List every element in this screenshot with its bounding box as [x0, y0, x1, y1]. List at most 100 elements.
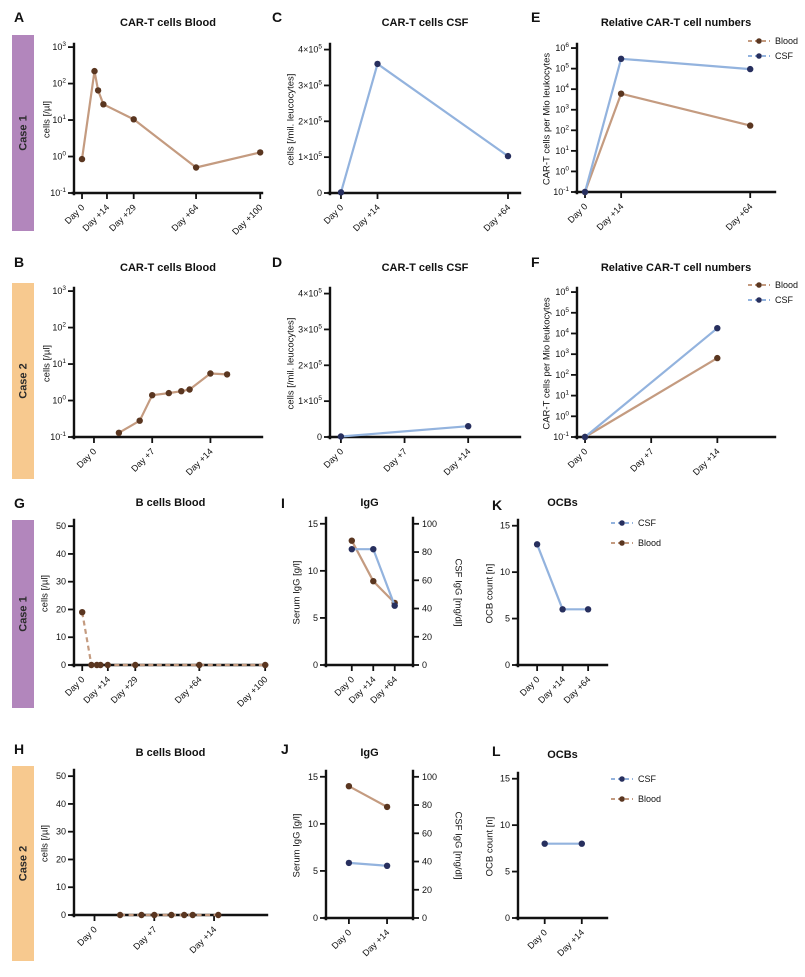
- y-tick-label: 101: [52, 114, 66, 125]
- data-point: [262, 661, 269, 669]
- y-tick-label: 105: [555, 63, 569, 74]
- y-tick-label: 0: [61, 910, 66, 920]
- y-tick-label: 0: [505, 660, 510, 670]
- y-ticks: 50 40 30 20 10 0: [56, 521, 74, 670]
- x-tick-label: Day 0: [75, 446, 99, 470]
- series-blood-points: [78, 67, 264, 171]
- panel-J: J IgG 15 10 5 0 100 80 60 40 20 0 CSF IgG [mg/dl] Day…: [281, 741, 464, 958]
- data-point: [97, 661, 104, 669]
- series-csf-line: [348, 861, 388, 867]
- y-tick-label: 0: [317, 432, 322, 442]
- legend-label: Blood: [775, 280, 798, 290]
- series-blood-line: [81, 612, 266, 667]
- data-point: [136, 417, 143, 424]
- data-point: [559, 606, 566, 613]
- panel-letter: J: [281, 741, 289, 757]
- case-bar-rect: [12, 766, 34, 961]
- x-ticks: Day 0 Day +7 Day +14: [566, 437, 722, 477]
- y-tick-label: 3×105: [298, 323, 322, 334]
- data-point: [79, 609, 86, 616]
- legend-label: Blood: [638, 538, 661, 548]
- y-ticks: 15 10 5 0: [500, 521, 518, 670]
- panel-C: C CAR-T cells CSF4×1053×1052×1051×1050Day…: [272, 9, 522, 233]
- y-tick-label: 5: [505, 614, 510, 624]
- y-tick-label: 4×105: [298, 44, 322, 55]
- y-tick-label: 101: [555, 390, 569, 401]
- x-tick-label: Day 0: [566, 446, 590, 470]
- x-ticks: Day 0 Day +7 Day +14: [75, 437, 215, 477]
- data-point: [178, 388, 185, 395]
- panel-I: I IgG 15 10 5 0 100 80 60 40 20 0 CSF IgG [mg/dl] Day…: [281, 495, 464, 705]
- data-point: [91, 67, 98, 75]
- x-tick-label: Day 0: [322, 202, 346, 226]
- y-tick-label: 10: [500, 567, 510, 577]
- y-tick-label: 105: [555, 307, 569, 318]
- y-tick-label: 2×105: [298, 359, 322, 370]
- x-tick-label: Day +14: [691, 446, 722, 477]
- data-point: [617, 55, 625, 62]
- y-tick-label: 30: [56, 827, 66, 837]
- x-tick-label: Day 0: [63, 674, 87, 698]
- x-tick-label: Day +64: [481, 202, 512, 233]
- case-bar-rect: [12, 520, 34, 708]
- legend-label: CSF: [638, 518, 657, 528]
- y-tick-label: 10-1: [50, 187, 66, 198]
- x-tick-label: Day 0: [566, 201, 590, 225]
- data-point: [88, 661, 95, 669]
- y-axis-label: cells [/mil. leucocytes]: [286, 318, 297, 410]
- data-point: [383, 862, 391, 869]
- data-point: [116, 911, 124, 919]
- x-ticks: Day 0 Day +14: [525, 918, 586, 958]
- data-point: [94, 87, 102, 94]
- y-tick-label: 10-1: [553, 186, 569, 197]
- data-point: [196, 661, 203, 669]
- data-point: [337, 433, 345, 440]
- y-ticks: 15 10 5 0: [308, 519, 326, 670]
- y-tick-label: 101: [555, 145, 569, 156]
- case-bar-label: Case 2: [18, 846, 30, 881]
- series-csf-points: [348, 546, 398, 609]
- x-tick-label: Day +14: [188, 924, 219, 955]
- y-tick-label: 0: [317, 188, 322, 198]
- x-tick-label: Day +14: [555, 927, 586, 958]
- data-point: [584, 606, 592, 613]
- y-axis-label: OCB count [n]: [485, 564, 496, 624]
- y-tick-label: 0: [505, 913, 510, 923]
- data-point: [348, 546, 355, 553]
- panel-L: L OCBs 15 10 5 0 Day 0 Day +14 OCB count [n] CSF B…: [485, 743, 662, 958]
- y-axis-label: cells [/µl]: [40, 825, 51, 862]
- y-tick-label: 106: [555, 286, 569, 297]
- data-point: [714, 325, 721, 332]
- right-y-axis-label: CSF IgG [mg/dl]: [453, 558, 464, 626]
- series-csf-points: [337, 423, 472, 440]
- y-ticks: 15 10 5 0: [500, 774, 518, 923]
- data-point: [215, 911, 222, 919]
- series-csf-points: [345, 859, 391, 869]
- y-tick-label: 40: [56, 549, 66, 559]
- data-point: [747, 122, 754, 129]
- panel-title: CAR-T cells Blood: [120, 17, 216, 29]
- y-tick-label: 103: [52, 41, 66, 52]
- y-ticks: 106 105 104 103 102 101 100 10-1: [553, 42, 577, 197]
- series-blood-points: [116, 911, 222, 919]
- y-tick-label: 106: [555, 42, 569, 53]
- data-point: [189, 911, 196, 919]
- y-axis-label: Serum IgG [g/l]: [292, 814, 303, 878]
- y-tick-label: 40: [56, 799, 66, 809]
- data-point: [345, 783, 353, 790]
- data-point: [149, 392, 156, 399]
- y-tick-label: 1×105: [298, 151, 322, 162]
- right-y-tick-label: 100: [422, 772, 437, 782]
- x-tick-label: Day +64: [562, 674, 593, 705]
- legend-sample-dot: [756, 38, 762, 44]
- x-tick-label: Day +64: [173, 674, 204, 705]
- y-tick-label: 102: [555, 369, 569, 380]
- y-ticks: 106 105 104 103 102 101 100 10-1: [553, 286, 577, 442]
- series-blood-line: [118, 372, 228, 434]
- data-point: [747, 65, 754, 73]
- case-bar-rect: [12, 35, 34, 231]
- data-point: [192, 164, 200, 171]
- x-ticks: Day 0 Day +7 Day +14: [322, 437, 473, 477]
- x-tick-label: Day 0: [322, 446, 346, 470]
